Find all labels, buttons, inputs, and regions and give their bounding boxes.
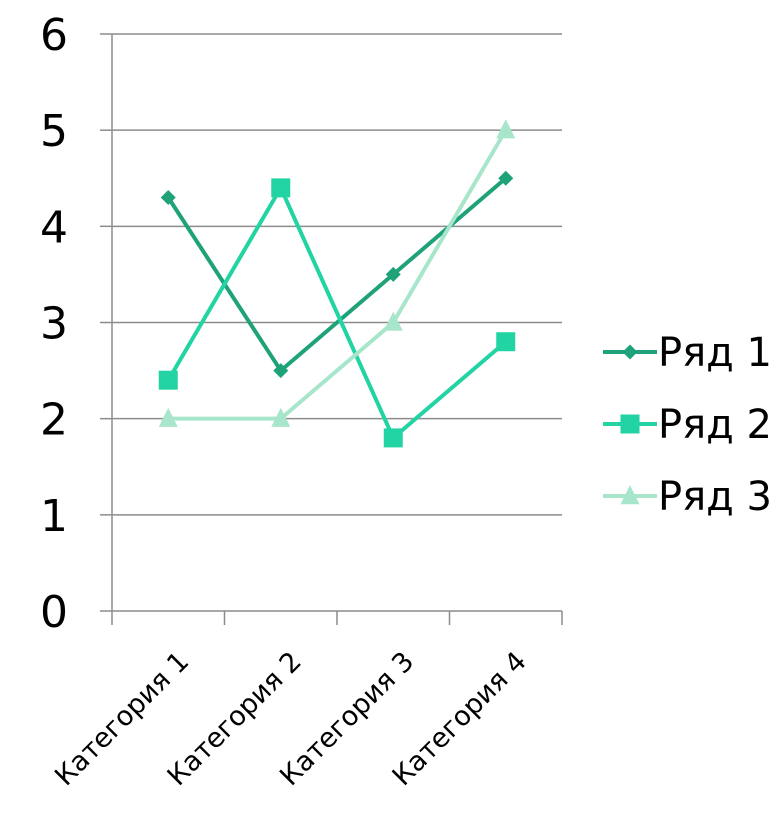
series-1-point: [160, 189, 176, 205]
legend: Ряд 1 Ряд 2 Ряд 3: [603, 330, 772, 520]
legend-marker: [622, 344, 638, 360]
legend-label: Ряд 3: [658, 474, 772, 520]
y-tick-label: 3: [40, 299, 68, 350]
legend-item-1: Ряд 1: [603, 330, 772, 376]
series-line-1: [166, 176, 508, 373]
series-2: [158, 178, 516, 448]
series-2-point: [158, 370, 178, 390]
legend-item-3: Ряд 3: [603, 474, 772, 520]
y-tick-label: 1: [40, 491, 68, 542]
series-3-point: [271, 407, 291, 427]
y-tick-label: 4: [40, 202, 68, 253]
series-2-point: [271, 178, 291, 198]
legend-label: Ряд 1: [658, 330, 772, 376]
series-1-point: [273, 363, 289, 379]
grid-layer: [112, 33, 562, 516]
legend-label: Ряд 2: [658, 402, 772, 448]
legend-item-2: Ряд 2: [603, 402, 772, 448]
series-3: [158, 119, 516, 427]
series-1-point: [498, 170, 514, 186]
series-1-point: [385, 266, 401, 282]
series-3-point: [158, 407, 178, 427]
series-layer: [158, 119, 516, 448]
series-3-point: [496, 119, 516, 139]
series-1: [160, 170, 514, 379]
y-tick-label: 0: [40, 587, 68, 638]
series-line-2: [166, 185, 508, 440]
y-tick-label: 5: [40, 106, 68, 157]
y-tick-label: 6: [40, 10, 68, 61]
series-2-point: [383, 428, 403, 448]
series-3-point: [383, 311, 403, 331]
legend-marker: [620, 485, 640, 505]
series-line-3: [168, 129, 508, 421]
y-tick-label: 2: [40, 395, 68, 446]
legend-marker: [620, 414, 640, 434]
series-2-point: [496, 332, 516, 352]
